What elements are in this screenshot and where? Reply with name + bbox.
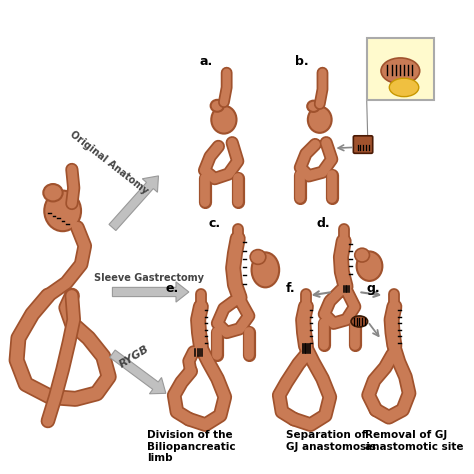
Text: c.: c.	[208, 218, 220, 230]
Text: d.: d.	[316, 218, 329, 230]
Ellipse shape	[252, 252, 279, 287]
FancyArrow shape	[109, 350, 166, 394]
Ellipse shape	[210, 100, 224, 112]
Ellipse shape	[211, 106, 237, 134]
Text: f.: f.	[286, 282, 295, 295]
FancyArrow shape	[112, 282, 189, 302]
Ellipse shape	[351, 316, 368, 327]
FancyBboxPatch shape	[353, 136, 373, 153]
Ellipse shape	[250, 250, 266, 264]
Ellipse shape	[381, 58, 419, 84]
Text: Division of the
Biliopancreatic
limb: Division of the Biliopancreatic limb	[147, 430, 236, 464]
Ellipse shape	[355, 248, 369, 262]
Text: Removal of GJ
anastomotic site: Removal of GJ anastomotic site	[365, 430, 464, 452]
Bar	[367, 37, 434, 100]
Text: Original Anatomy: Original Anatomy	[68, 129, 150, 196]
Text: g.: g.	[367, 282, 380, 295]
Ellipse shape	[307, 100, 320, 112]
Ellipse shape	[308, 107, 332, 133]
Ellipse shape	[44, 191, 81, 231]
Text: a.: a.	[199, 55, 212, 68]
Text: b.: b.	[295, 55, 309, 68]
Text: Sleeve Gastrectomy: Sleeve Gastrectomy	[94, 273, 204, 283]
Text: Separation of
GJ anastomosis: Separation of GJ anastomosis	[286, 430, 375, 452]
Ellipse shape	[43, 184, 63, 201]
Text: RYGB: RYGB	[118, 344, 151, 370]
Text: e.: e.	[166, 282, 179, 295]
FancyArrow shape	[109, 176, 158, 230]
Ellipse shape	[356, 251, 383, 281]
Ellipse shape	[389, 78, 419, 97]
